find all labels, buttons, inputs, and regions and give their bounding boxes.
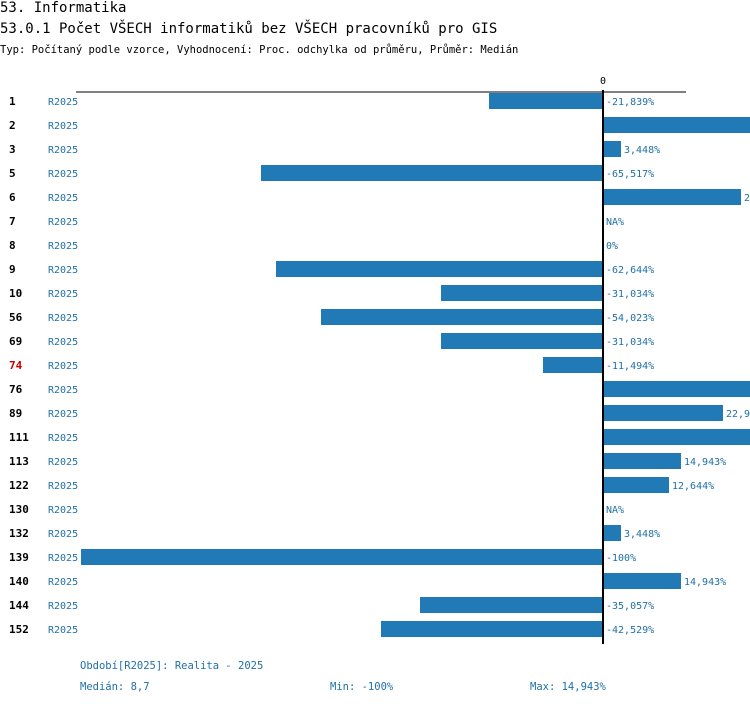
series-label: R2025 — [48, 193, 78, 204]
value-label: 22,989% — [726, 409, 750, 420]
series-label: R2025 — [48, 457, 78, 468]
category-label: 69 — [9, 335, 22, 348]
value-label: -100% — [606, 553, 636, 564]
category-label: 1 — [9, 95, 16, 108]
series-label: R2025 — [48, 337, 78, 348]
category-label: 113 — [9, 455, 29, 468]
category-label: 7 — [9, 215, 16, 228]
category-label: 130 — [9, 503, 29, 516]
series-label: R2025 — [48, 481, 78, 492]
series-label: R2025 — [48, 145, 78, 156]
series-label: R2025 — [48, 385, 78, 396]
category-label: 144 — [9, 599, 29, 612]
page-title: 53. Informatika — [0, 0, 127, 16]
footer-median: Medián: 8,7 — [80, 681, 150, 693]
series-label: R2025 — [48, 361, 78, 372]
category-label: 132 — [9, 527, 29, 540]
bar — [603, 405, 724, 421]
category-label: 111 — [9, 431, 29, 444]
series-label: R2025 — [48, 121, 78, 132]
value-label: 3,448% — [624, 145, 660, 156]
footer-period: Období[R2025]: Realita - 2025 — [80, 660, 264, 672]
bar — [603, 189, 742, 205]
category-label: 122 — [9, 479, 29, 492]
value-label: -35,057% — [606, 601, 654, 612]
bar — [603, 141, 621, 157]
category-label: 3 — [9, 143, 16, 156]
value-label: NA% — [606, 505, 624, 516]
series-label: R2025 — [48, 625, 78, 636]
bar — [275, 261, 603, 277]
series-label: R2025 — [48, 505, 78, 516]
value-label: 3,448% — [624, 529, 660, 540]
value-label: -31,034% — [606, 289, 654, 300]
chart-type-line: Typ: Počítaný podle vzorce, Vyhodnocení:… — [0, 44, 519, 56]
series-label: R2025 — [48, 433, 78, 444]
bar — [603, 117, 750, 133]
bar — [603, 573, 682, 589]
value-label: -62,644% — [606, 265, 654, 276]
category-label: 56 — [9, 311, 23, 324]
series-label: R2025 — [48, 169, 78, 180]
series-label: R2025 — [48, 529, 78, 540]
bar — [603, 381, 750, 397]
category-label: 9 — [9, 263, 16, 276]
bar — [489, 93, 603, 109]
value-label: -54,023% — [606, 313, 654, 324]
value-label: -11,494% — [606, 361, 654, 372]
series-label: R2025 — [48, 217, 78, 228]
bar — [603, 525, 621, 541]
category-label: 6 — [9, 191, 16, 204]
category-label: 89 — [9, 407, 22, 420]
bar — [81, 549, 603, 565]
bar — [441, 285, 603, 301]
category-label: 74 — [9, 359, 23, 372]
value-label: NA% — [606, 217, 624, 228]
series-label: R2025 — [48, 241, 78, 252]
value-label: -65,517% — [606, 169, 654, 180]
series-label: R2025 — [48, 577, 78, 588]
value-label: 12,644% — [672, 481, 714, 492]
category-label: 8 — [9, 239, 16, 252]
value-label: 26,437% — [744, 193, 750, 204]
bar — [543, 357, 603, 373]
value-label: -42,529% — [606, 625, 654, 636]
footer-max: Max: 14,943% — [530, 681, 606, 693]
category-label: 10 — [9, 287, 22, 300]
value-label: -31,034% — [606, 337, 654, 348]
bar — [261, 165, 603, 181]
series-label: R2025 — [48, 553, 78, 564]
series-label: R2025 — [48, 97, 78, 108]
bar — [320, 309, 603, 325]
bar — [441, 333, 603, 349]
series-label: R2025 — [48, 265, 78, 276]
value-label: 0% — [606, 241, 618, 252]
chart-subtitle: 53.0.1 Počet VŠECH informatiků bez VŠECH… — [0, 21, 498, 37]
footer-min: Min: -100% — [330, 681, 394, 693]
bar — [380, 621, 603, 637]
bar — [603, 429, 750, 445]
category-label: 140 — [9, 575, 29, 588]
category-label: 152 — [9, 623, 29, 636]
series-label: R2025 — [48, 409, 78, 420]
bar — [603, 453, 682, 469]
value-label: 14,943% — [684, 457, 726, 468]
series-label: R2025 — [48, 601, 78, 612]
category-label: 139 — [9, 551, 29, 564]
zero-tick-label: 0 — [600, 76, 606, 87]
value-label: -21,839% — [606, 97, 654, 108]
category-label: 76 — [9, 383, 23, 396]
value-label: 14,943% — [684, 577, 726, 588]
bar — [603, 477, 670, 493]
series-label: R2025 — [48, 313, 78, 324]
bar — [420, 597, 603, 613]
category-label: 5 — [9, 167, 16, 180]
series-label: R2025 — [48, 289, 78, 300]
category-label: 2 — [9, 119, 16, 132]
